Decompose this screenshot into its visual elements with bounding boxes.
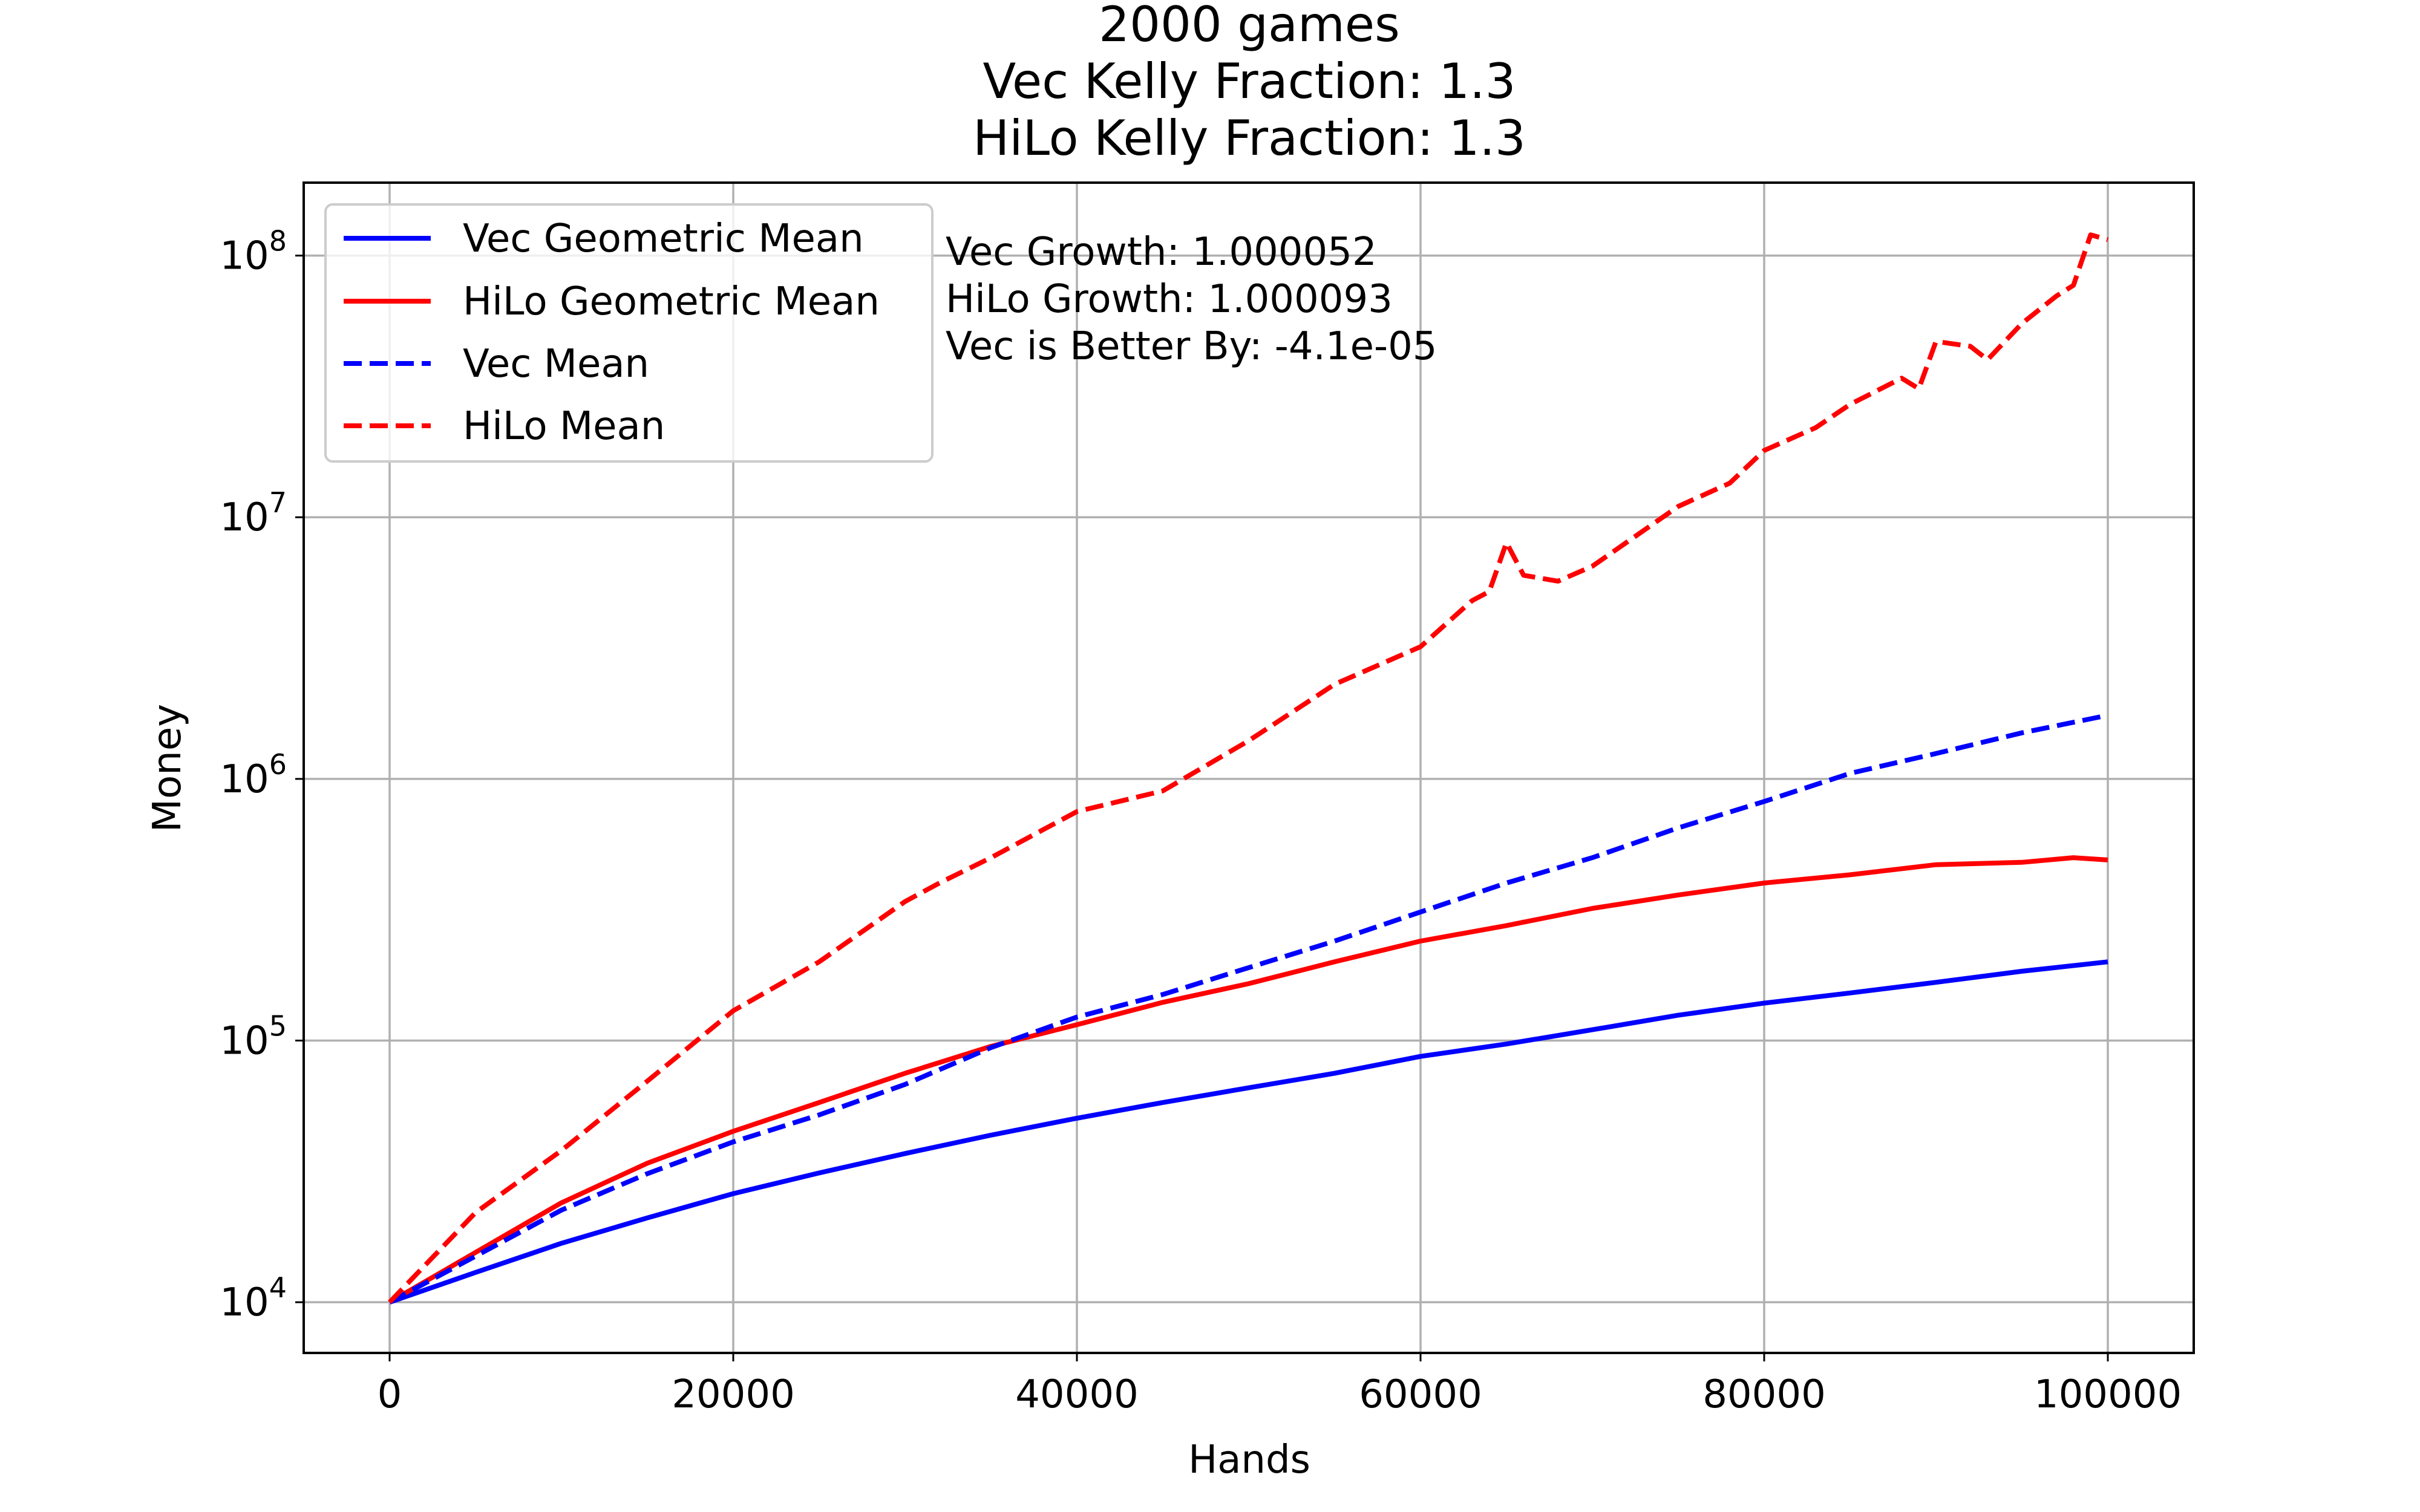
x-tick-label: 100000 (2034, 1372, 2182, 1417)
series-line-vec-geometric-mean (388, 959, 2108, 1305)
y-tick-label: 105 (220, 1010, 287, 1064)
legend-label-vec-geometric-mean: Vec Geometric Mean (463, 217, 864, 261)
x-axis-ticks: 0 20000 40000 60000 80000 100000 (378, 1353, 2182, 1417)
grid-lines (304, 183, 2194, 1353)
growth-annotations: Vec Growth: 1.000052 HiLo Growth: 1.0000… (946, 230, 1437, 369)
legend-box (324, 203, 934, 463)
x-tick-label: 0 (378, 1372, 402, 1417)
x-axis-label: Hands (1188, 1438, 1310, 1482)
y-axis-ticks: 104 105 106 107 108 (220, 225, 304, 1325)
chart-title-group: 2000 games Vec Kelly Fraction: 1.3 HiLo … (973, 0, 1526, 166)
x-tick-label: 80000 (1702, 1372, 1826, 1417)
y-tick-label: 104 (220, 1271, 287, 1325)
legend-label-hilo-geometric-mean: HiLo Geometric Mean (463, 279, 880, 324)
series-line-hilo-mean (388, 232, 2109, 1304)
annotation-vec-better-by: Vec is Better By: -4.1e-05 (946, 324, 1437, 369)
legend: Vec Geometric Mean HiLo Geometric Mean Vec… (324, 203, 934, 463)
x-tick-label: 40000 (1015, 1372, 1139, 1417)
annotation-vec-growth: Vec Growth: 1.000052 (946, 230, 1377, 275)
series-layer (388, 232, 2109, 1305)
x-tick-label: 20000 (672, 1372, 795, 1417)
chart-title-line-2: Vec Kelly Fraction: 1.3 (983, 53, 1516, 109)
y-axis-label: Money (145, 704, 190, 832)
chart-title-line-3: HiLo Kelly Fraction: 1.3 (973, 110, 1526, 166)
legend-label-vec-mean: Vec Mean (463, 342, 649, 386)
plot-area-frame (302, 181, 2195, 1354)
y-tick-label: 107 (220, 486, 287, 540)
x-tick-label: 60000 (1359, 1372, 1482, 1417)
y-tick-label: 108 (220, 225, 287, 279)
series-line-vec-mean (388, 712, 2108, 1305)
y-tick-label: 106 (220, 748, 287, 802)
chart-title-line-1: 2000 games (1099, 0, 1400, 53)
legend-label-hilo-mean: HiLo Mean (463, 404, 665, 449)
series-line-hilo-geometric-mean (388, 855, 2108, 1305)
annotation-hilo-growth: HiLo Growth: 1.000093 (946, 277, 1393, 322)
